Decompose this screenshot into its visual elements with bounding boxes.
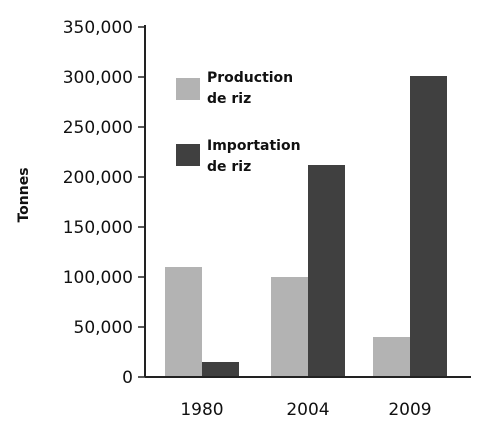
y-tick-label: 150,000 [63,218,133,238]
y-tick-label: 250,000 [63,118,133,138]
legend-label: de riz [207,159,251,175]
bar-production-2009 [373,337,410,377]
x-tick-label: 1980 [180,400,223,420]
x-tick-label: 2009 [388,400,431,420]
y-tick-label: 350,000 [63,18,133,38]
legend-swatch [176,78,200,100]
legend-label: Importation [207,138,301,154]
y-axis: 0 50,000 100,000 150,000 200,000 250,000 300,0… [63,18,146,388]
bar-importation-2009 [410,76,447,377]
legend: Production de riz Importation de riz [176,70,301,175]
y-axis-label: Tonnes [16,167,32,222]
y-tick-label: 300,000 [63,68,133,88]
x-tick-label: 2004 [286,400,329,420]
bar-importation-1980 [202,362,239,377]
bars-group [165,76,447,377]
legend-label: Production [207,70,293,86]
y-tick-label: 50,000 [74,318,133,338]
bar-production-1980 [165,267,202,377]
y-tick-label: 0 [122,368,133,388]
x-axis: 1980 2004 2009 [145,376,471,420]
legend-swatch [176,144,200,166]
y-tick-label: 200,000 [63,168,133,188]
legend-label: de riz [207,91,251,107]
bar-production-2004 [271,277,308,377]
bar-importation-2004 [308,165,345,377]
y-tick-label: 100,000 [63,268,133,288]
